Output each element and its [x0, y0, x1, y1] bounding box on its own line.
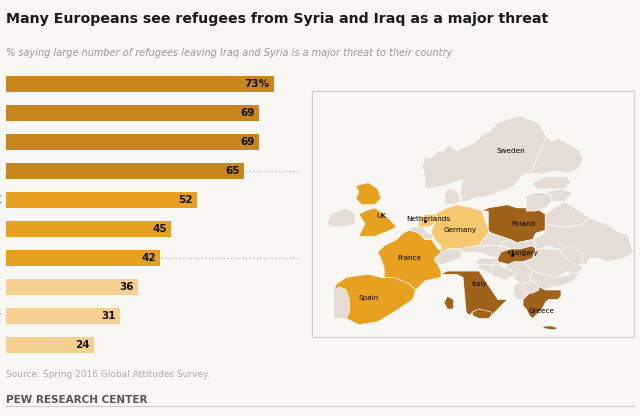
Polygon shape — [558, 246, 583, 265]
Polygon shape — [498, 246, 536, 265]
Polygon shape — [526, 189, 570, 202]
Text: Netherlands: Netherlands — [0, 282, 1, 292]
Text: 31: 31 — [101, 311, 115, 321]
Text: Spain: Spain — [358, 295, 378, 301]
Polygon shape — [476, 258, 498, 265]
Polygon shape — [526, 192, 552, 211]
Text: Source: Spring 2016 Global Attitudes Survey.: Source: Spring 2016 Global Attitudes Sur… — [6, 370, 211, 379]
Polygon shape — [441, 271, 508, 318]
Bar — [6, 279, 138, 295]
Bar — [6, 221, 171, 237]
Text: 69: 69 — [240, 108, 255, 118]
Text: 69: 69 — [240, 137, 255, 147]
Text: Spain: Spain — [0, 253, 1, 262]
Text: France: France — [0, 224, 1, 234]
Polygon shape — [431, 205, 488, 252]
Polygon shape — [514, 284, 529, 300]
Text: Sweden: Sweden — [0, 339, 1, 349]
Text: % saying large number of refugees leaving Iraq and Syria is a major threat to th: % saying large number of refugees leavin… — [6, 48, 452, 58]
Text: Hungary: Hungary — [508, 250, 538, 256]
Polygon shape — [460, 116, 547, 202]
Polygon shape — [545, 202, 589, 227]
Text: 24: 24 — [76, 339, 90, 349]
Polygon shape — [472, 233, 511, 249]
Text: 36: 36 — [119, 282, 134, 292]
Bar — [6, 192, 196, 208]
Text: Germany: Germany — [444, 227, 477, 233]
Polygon shape — [472, 309, 492, 318]
Polygon shape — [356, 183, 381, 205]
Polygon shape — [523, 246, 583, 277]
Text: 42: 42 — [141, 253, 156, 262]
Text: Greece: Greece — [0, 108, 1, 118]
Polygon shape — [482, 205, 545, 243]
Polygon shape — [359, 208, 397, 236]
Bar — [6, 337, 94, 352]
Bar — [6, 163, 244, 179]
Polygon shape — [479, 262, 516, 280]
Text: Sweden: Sweden — [496, 148, 525, 154]
Polygon shape — [435, 249, 463, 265]
Bar — [6, 105, 259, 121]
Text: 45: 45 — [152, 224, 166, 234]
Polygon shape — [333, 274, 416, 325]
Text: 65: 65 — [225, 166, 240, 176]
Polygon shape — [410, 227, 435, 240]
Polygon shape — [542, 326, 558, 330]
Text: UK: UK — [376, 213, 386, 219]
Bar — [6, 250, 160, 266]
Polygon shape — [523, 280, 539, 293]
Polygon shape — [504, 262, 532, 284]
Text: Poland: Poland — [511, 221, 535, 227]
Polygon shape — [327, 208, 356, 227]
Polygon shape — [523, 287, 561, 318]
Text: 52: 52 — [178, 195, 193, 205]
Polygon shape — [422, 116, 547, 202]
Polygon shape — [529, 271, 580, 290]
Text: Hungary: Hungary — [0, 137, 1, 147]
Polygon shape — [492, 265, 516, 280]
Text: 73%: 73% — [244, 79, 269, 89]
Bar — [6, 134, 259, 150]
Text: France: France — [397, 255, 421, 261]
Text: PEW RESEARCH CENTER: PEW RESEARCH CENTER — [6, 395, 148, 405]
Polygon shape — [457, 246, 511, 258]
Text: UK: UK — [0, 195, 1, 205]
Text: Italy: Italy — [0, 166, 1, 176]
Text: Many Europeans see refugees from Syria and Iraq as a major threat: Many Europeans see refugees from Syria a… — [6, 12, 548, 27]
Text: Netherlands: Netherlands — [406, 215, 451, 222]
Polygon shape — [523, 136, 583, 175]
Polygon shape — [333, 287, 349, 318]
Polygon shape — [501, 240, 536, 249]
Bar — [6, 307, 120, 324]
Polygon shape — [419, 214, 438, 227]
Text: Italy: Italy — [471, 281, 486, 287]
Text: Poland: Poland — [0, 79, 1, 89]
Polygon shape — [532, 176, 570, 189]
Polygon shape — [378, 230, 444, 290]
Text: Germany: Germany — [0, 311, 1, 321]
Bar — [6, 76, 273, 92]
Polygon shape — [444, 189, 460, 205]
Polygon shape — [532, 218, 634, 265]
Polygon shape — [444, 296, 454, 309]
Text: Greece: Greece — [529, 308, 555, 314]
